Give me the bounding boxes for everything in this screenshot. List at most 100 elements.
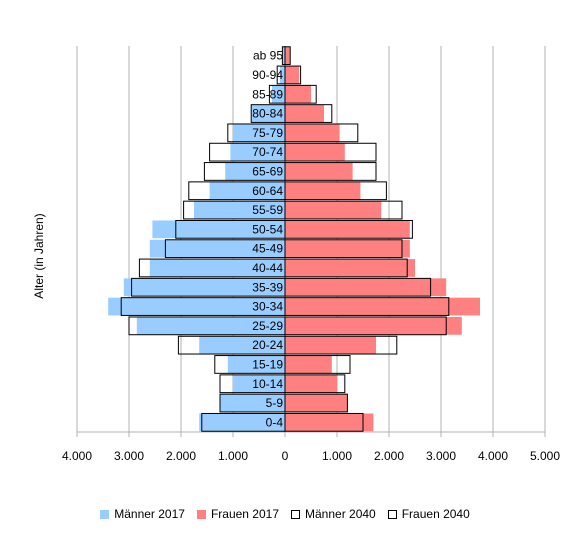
x-tick-labels: 4.000 3.000 2.000 1.000 0 1.000 2.000 3.000 4.00…: [62, 432, 560, 463]
outline-frauen-2040: [284, 297, 450, 316]
bar-frauen-2017: [285, 259, 415, 277]
age-group-label: 85-89: [252, 87, 283, 101]
x-tick-label: 1.000: [322, 449, 352, 463]
bar-frauen-2017: [285, 104, 324, 123]
x-tick-label: 3.000: [114, 449, 144, 463]
legend-label: Frauen 2017: [210, 507, 279, 521]
age-group-label: 80-84: [252, 107, 283, 121]
x-tick-label: 5.000: [530, 449, 560, 463]
bar-frauen-2017: [285, 413, 374, 432]
outline-frauen-2040: [284, 393, 348, 413]
bar-maenner-2017: [136, 316, 285, 335]
outline-frauen-2040: [284, 123, 359, 143]
age-group-label: 70-74: [252, 145, 283, 159]
age-group-label: 15-19: [252, 357, 283, 371]
bar-frauen-2017: [285, 394, 348, 412]
legend: Männer 2017 Frauen 2017 Männer 2040 Frauen …: [0, 507, 570, 522]
gridlines: [76, 46, 546, 433]
bar-maenner-2017: [199, 413, 285, 432]
outline-frauen-2040: [284, 335, 398, 355]
x-tick-label: 3.000: [426, 449, 456, 463]
bar-frauen-2017: [285, 355, 332, 374]
bar-maenner-2017: [108, 297, 285, 316]
bar-frauen-2017: [285, 278, 447, 297]
age-group-label: 0-4: [266, 415, 284, 429]
age-group-label: 65-69: [252, 164, 283, 178]
outline-bars: [120, 46, 450, 432]
bar-frauen-2017: [285, 162, 353, 181]
x-tick-label: 1.000: [218, 449, 248, 463]
y-axis-title: Alter (in Jahren): [32, 213, 46, 298]
age-group-label: 55-59: [252, 203, 283, 217]
outline-frauen-2040: [284, 374, 346, 394]
bar-frauen-2017: [285, 123, 340, 142]
legend-item: Frauen 2040: [387, 507, 470, 521]
legend-swatch: [291, 509, 300, 519]
bar-frauen-2017: [285, 220, 410, 239]
age-group-label: 20-24: [252, 338, 283, 352]
outline-frauen-2040: [284, 46, 291, 66]
outline-frauen-2040: [284, 84, 317, 104]
x-tick-label: 4.000: [478, 449, 508, 463]
outline-frauen-2040: [284, 219, 413, 239]
bar-frauen-2017: [285, 143, 345, 162]
age-labels: 0-4 5-9 10-14 15-19 20-24 25-29 30-34 35-39 40-4…: [252, 49, 283, 430]
age-group-label: 35-39: [252, 280, 283, 294]
bar-frauen-2017: [285, 374, 337, 393]
bar-maenner-2017: [149, 259, 285, 277]
age-group-label: 10-14: [252, 377, 283, 391]
bar-maenner-2017: [209, 181, 285, 200]
bar-maenner-2017: [279, 66, 285, 84]
bar-maenner-2017: [220, 394, 285, 412]
age-group-label: 5-9: [266, 396, 284, 410]
bar-frauen-2017: [285, 181, 361, 200]
bar-maenner-2017: [272, 85, 285, 104]
age-group-label: 50-54: [252, 222, 283, 236]
legend-item: Männer 2017: [100, 507, 185, 521]
legend-label: Männer 2017: [114, 507, 185, 521]
bar-maenner-2017: [149, 239, 285, 258]
bars: [108, 46, 480, 432]
bar-frauen-2017: [285, 66, 300, 84]
age-group-label: ab 95: [253, 49, 283, 63]
outline-frauen-2040: [284, 277, 432, 297]
bar-maenner-2017: [225, 162, 285, 181]
bar-maenner-2017: [152, 220, 285, 239]
x-tick-label: 2.000: [166, 449, 196, 463]
outline-frauen-2040: [284, 162, 377, 181]
outline-frauen-2040: [284, 200, 403, 220]
outline-frauen-2040: [284, 181, 387, 201]
age-group-label: 75-79: [252, 126, 283, 140]
age-group-label: 30-34: [252, 300, 283, 314]
bar-frauen-2017: [285, 297, 480, 316]
outline-frauen-2040: [284, 65, 302, 85]
bar-maenner-2017: [251, 104, 285, 123]
legend-label: Männer 2040: [305, 507, 376, 521]
bar-maenner-2017: [199, 336, 285, 355]
age-group-label: 25-29: [252, 319, 283, 333]
population-pyramid-chart: 0-4 5-9 10-14 15-19 20-24 25-29 30-34 35-39 40-4…: [32, 46, 560, 463]
bar-frauen-2017: [285, 239, 410, 258]
x-tick-label: 4.000: [62, 449, 92, 463]
outline-frauen-2040: [284, 258, 408, 278]
legend-label: Frauen 2040: [401, 507, 470, 521]
bar-maenner-2017: [230, 143, 285, 162]
bar-maenner-2017: [123, 278, 285, 297]
outline-frauen-2040: [284, 104, 333, 123]
bar-frauen-2017: [285, 316, 462, 335]
bar-maenner-2017: [233, 374, 285, 393]
legend-swatch: [387, 509, 397, 519]
legend-item: Männer 2040: [291, 507, 376, 521]
outline-frauen-2040: [284, 316, 447, 336]
x-tick-label: 2.000: [374, 449, 404, 463]
legend-swatch: [100, 509, 110, 519]
bar-frauen-2017: [285, 85, 311, 104]
legend-swatch: [196, 509, 206, 519]
outline-frauen-2040: [284, 142, 377, 162]
bar-maenner-2017: [194, 201, 285, 219]
outline-frauen-2040: [284, 412, 364, 432]
age-group-label: 45-49: [252, 242, 283, 256]
age-group-label: 40-44: [252, 261, 283, 275]
outline-frauen-2040: [284, 239, 403, 259]
legend-item: Frauen 2017: [196, 507, 279, 521]
